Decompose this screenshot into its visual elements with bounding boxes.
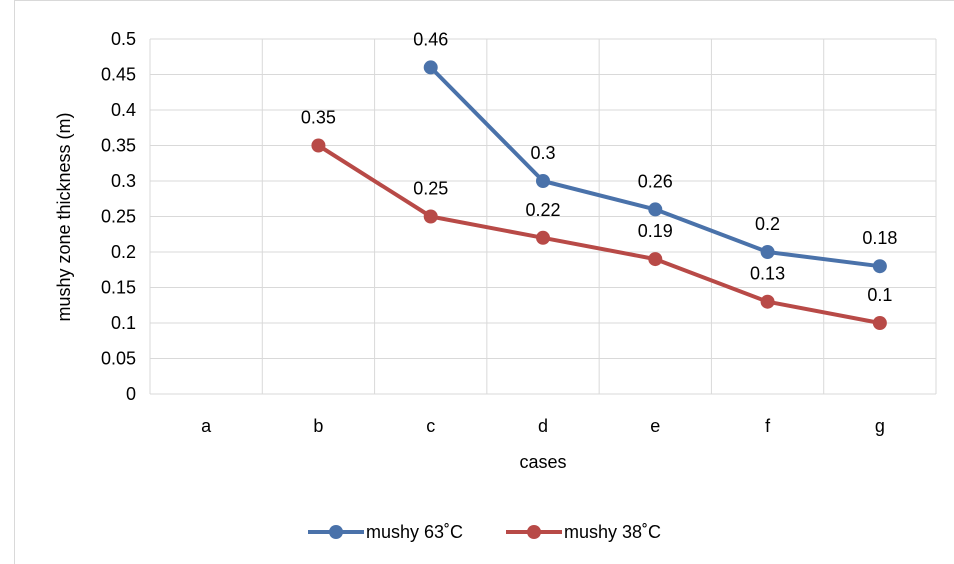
data-label: 0.1 bbox=[867, 285, 892, 305]
data-point bbox=[872, 316, 887, 330]
y-tick-label: 0.15 bbox=[101, 278, 136, 298]
legend-swatch-marker bbox=[329, 525, 343, 539]
data-point bbox=[760, 294, 775, 309]
data-label-layer: 0.46 0.3 0.26 0.2 0.18 0.35 0.25 0.22 0.19 0.13 0.… bbox=[301, 29, 897, 305]
x-tick-label: d bbox=[538, 416, 548, 436]
x-tick-label: f bbox=[765, 416, 771, 436]
legend-swatch-marker bbox=[527, 525, 541, 539]
data-label: 0.26 bbox=[638, 171, 673, 191]
y-tick-label: 0.1 bbox=[111, 313, 136, 333]
data-label: 0.2 bbox=[755, 214, 780, 234]
y-tick-label: 0 bbox=[126, 384, 136, 404]
y-tick-label: 0.5 bbox=[111, 29, 136, 49]
series-line-2 bbox=[316, 143, 882, 325]
data-point bbox=[536, 230, 550, 245]
data-point bbox=[648, 202, 663, 217]
legend: mushy 63˚C mushy 38˚C bbox=[308, 522, 661, 542]
x-tick-label: c bbox=[426, 416, 435, 436]
y-tick-label: 0.3 bbox=[111, 171, 136, 191]
data-point bbox=[311, 138, 326, 153]
legend-entry-label: mushy 38˚C bbox=[564, 522, 661, 542]
data-point bbox=[648, 252, 663, 267]
x-tick-label: b bbox=[313, 416, 323, 436]
y-axis-title: mushy zone thickness (m) bbox=[54, 112, 74, 321]
y-tick-label: 0.05 bbox=[101, 349, 136, 369]
data-label: 0.25 bbox=[413, 179, 448, 199]
data-label: 0.19 bbox=[638, 221, 673, 241]
y-tick-label: 0.4 bbox=[111, 100, 136, 120]
series-layer bbox=[311, 60, 887, 330]
data-point bbox=[760, 245, 775, 259]
x-tick-label: g bbox=[875, 416, 885, 436]
y-tick-label: 0.35 bbox=[101, 136, 136, 156]
x-tick-label: e bbox=[650, 416, 660, 436]
data-label: 0.46 bbox=[413, 29, 448, 49]
data-label: 0.35 bbox=[301, 108, 336, 128]
grid-layer bbox=[149, 38, 937, 395]
x-tick-label: a bbox=[201, 416, 212, 436]
data-point bbox=[423, 60, 438, 75]
y-tick-label: 0.2 bbox=[111, 242, 136, 262]
data-label: 0.13 bbox=[750, 264, 785, 284]
x-axis-title: cases bbox=[519, 452, 566, 472]
y-tick-label: 0.25 bbox=[101, 207, 136, 227]
chart-frame bbox=[14, 0, 954, 564]
data-label: 0.3 bbox=[530, 143, 555, 163]
data-label: 0.22 bbox=[525, 200, 560, 220]
legend-entry-label: mushy 63˚C bbox=[366, 522, 463, 542]
data-point bbox=[536, 174, 550, 188]
axis-layer: 0 0.05 0.1 0.15 0.2 0.25 0.3 0.35 0.4 0.45 0.5 a b c d… bbox=[101, 29, 885, 436]
data-point bbox=[423, 209, 438, 224]
y-tick-label: 0.45 bbox=[101, 65, 136, 85]
data-point bbox=[872, 259, 887, 274]
data-label: 0.18 bbox=[862, 228, 897, 248]
